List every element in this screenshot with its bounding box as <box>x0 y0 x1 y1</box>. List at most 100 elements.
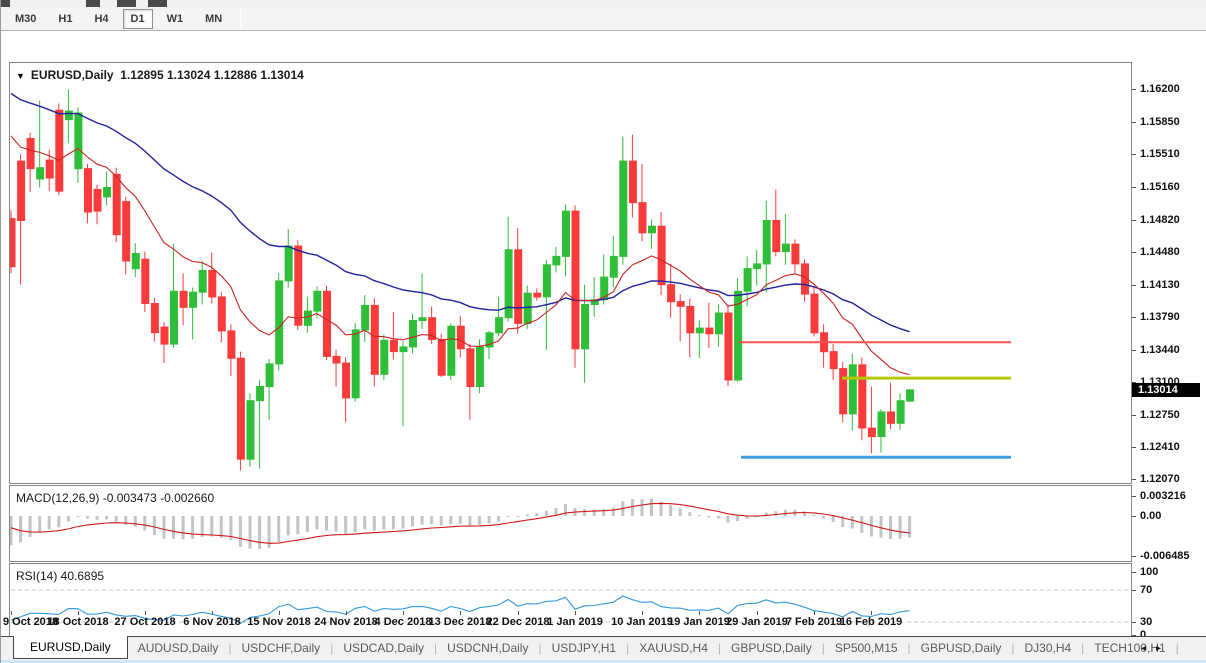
chart-dropdown-icon[interactable]: ▼ <box>16 71 25 81</box>
date-axis-label: 9 Oct 2018 <box>3 616 59 628</box>
price-axis-label: 1.15160 <box>1140 181 1180 193</box>
candle-body <box>877 411 886 437</box>
symbol-tab-gbpusd-daily[interactable]: GBPUSD,Daily <box>731 641 812 655</box>
timeframe-button-m30[interactable]: M30 <box>15 12 37 25</box>
candle-body <box>791 243 800 265</box>
candle-body <box>122 201 131 262</box>
macd-histogram-bar <box>229 516 233 541</box>
axis-tick <box>1132 350 1136 351</box>
date-axis-tick <box>814 611 815 615</box>
rsi-axis-label: 100 <box>1140 566 1159 578</box>
date-axis-tick <box>78 611 79 615</box>
macd-histogram-bar <box>822 516 826 519</box>
clipped-toolbar-icon <box>86 0 100 7</box>
timeframe-button-mn[interactable]: MN <box>205 12 223 25</box>
candle-body <box>887 411 895 424</box>
macd-histogram-bar <box>162 516 166 539</box>
macd-histogram-bar <box>28 516 32 537</box>
macd-histogram-bar <box>611 507 615 516</box>
macd-histogram-bar <box>841 516 845 528</box>
tab-scroll-right-icon[interactable]: ▸ <box>1155 642 1161 654</box>
candle-body <box>523 292 532 324</box>
candle-body <box>217 296 226 332</box>
macd-histogram-bar <box>477 516 481 525</box>
macd-histogram-bar <box>267 516 271 548</box>
symbol-tab-eurusd-daily[interactable]: EURUSD,Daily <box>13 635 128 659</box>
symbol-tab-audusd-daily[interactable]: AUDUSD,Daily <box>137 641 219 655</box>
clipped-toolbar-icon <box>1 0 10 7</box>
axis-tick <box>1132 122 1136 123</box>
candle-body <box>858 364 867 429</box>
candle-body <box>839 368 848 415</box>
symbol-tab-usdchf-daily[interactable]: USDCHF,Daily <box>241 641 321 655</box>
macd-pane-content <box>10 498 912 549</box>
tab-scroll-left-icon[interactable]: ◂ <box>1140 642 1146 654</box>
macd-histogram-bar <box>124 516 128 525</box>
rsi-pane-content <box>10 589 1130 625</box>
candle-body <box>581 304 590 350</box>
timeframe-button-w1[interactable]: W1 <box>166 12 184 25</box>
symbol-tab-xauusd-h4[interactable]: XAUUSD,H4 <box>639 641 708 655</box>
macd-histogram-bar <box>716 516 720 519</box>
macd-histogram-bar <box>66 516 70 522</box>
axis-tick <box>1132 154 1136 155</box>
symbol-tab-usdcad-daily[interactable]: USDCAD,Daily <box>343 641 424 655</box>
price-axis-label: 1.13790 <box>1140 311 1180 323</box>
symbol-tab-usdjpy-h1[interactable]: USDJPY,H1 <box>551 641 617 655</box>
candle-body <box>112 173 121 236</box>
symbol-tab-dj30-h4[interactable]: DJ30,H4 <box>1024 641 1072 655</box>
candle-body <box>533 292 542 298</box>
candle-body <box>64 110 73 121</box>
macd-histogram-bar <box>219 516 223 538</box>
macd-histogram-bar <box>238 516 242 547</box>
symbol-tab-usdcnh-daily[interactable]: USDCNH,Daily <box>447 641 529 655</box>
tab-separator: | <box>228 641 232 655</box>
macd-histogram-bar <box>391 516 395 530</box>
macd-histogram-bar <box>726 516 730 523</box>
macd-histogram-bar <box>210 516 214 537</box>
macd-histogram-bar <box>831 516 835 522</box>
candle-body <box>504 249 513 319</box>
tab-separator: | <box>1011 641 1015 655</box>
macd-axis-label: -0.006485 <box>1140 550 1190 562</box>
symbol-tab-gbpusd-daily[interactable]: GBPUSD,Daily <box>920 641 1002 655</box>
macd-histogram-bar <box>57 516 61 528</box>
macd-indicator-label: MACD(12,26,9) -0.003473 -0.002660 <box>16 491 215 505</box>
macd-histogram-bar <box>363 516 367 530</box>
candle-body <box>370 304 379 375</box>
symbol-tab-sp500-m15[interactable]: SP500,M15 <box>834 641 898 655</box>
macd-histogram-bar <box>516 516 520 517</box>
symbol-tab-tech100-h1[interactable]: TECH100,H1 <box>1094 641 1166 655</box>
date-axis-label: 24 Nov 2018 <box>314 616 378 628</box>
macd-histogram-bar <box>133 516 137 527</box>
candle-body <box>762 220 771 265</box>
macd-histogram-bar <box>315 516 319 530</box>
candle-body <box>848 364 857 415</box>
timeframe-button-h4[interactable]: H4 <box>94 12 109 25</box>
candle-body <box>810 293 819 334</box>
macd-axis-label: 0.003216 <box>1140 490 1186 502</box>
macd-histogram-bar <box>678 508 682 516</box>
tab-separator: | <box>1081 641 1085 655</box>
candle-body <box>542 264 551 298</box>
date-axis-tick <box>145 611 146 615</box>
candle-body <box>45 159 54 179</box>
axis-tick <box>1132 415 1136 416</box>
date-axis-label: 16 Feb 2019 <box>839 616 903 628</box>
candle-body <box>648 225 656 234</box>
macd-histogram-bar <box>487 516 491 524</box>
date-axis-label: 18 Oct 2018 <box>47 616 109 628</box>
macd-histogram-bar <box>19 516 23 543</box>
axis-tick <box>1132 382 1136 383</box>
timeframe-button-d1[interactable]: D1 <box>122 8 153 29</box>
date-axis-tick <box>346 611 347 615</box>
macd-histogram-bar <box>697 515 701 516</box>
tab-separator: | <box>717 641 722 655</box>
macd-histogram-bar <box>869 516 873 537</box>
timeframe-button-h1[interactable]: H1 <box>58 12 73 25</box>
axis-tick <box>1132 317 1136 318</box>
macd-histogram-bar <box>535 513 539 516</box>
macd-histogram-bar <box>401 516 405 529</box>
macd-histogram-bar <box>411 516 414 527</box>
